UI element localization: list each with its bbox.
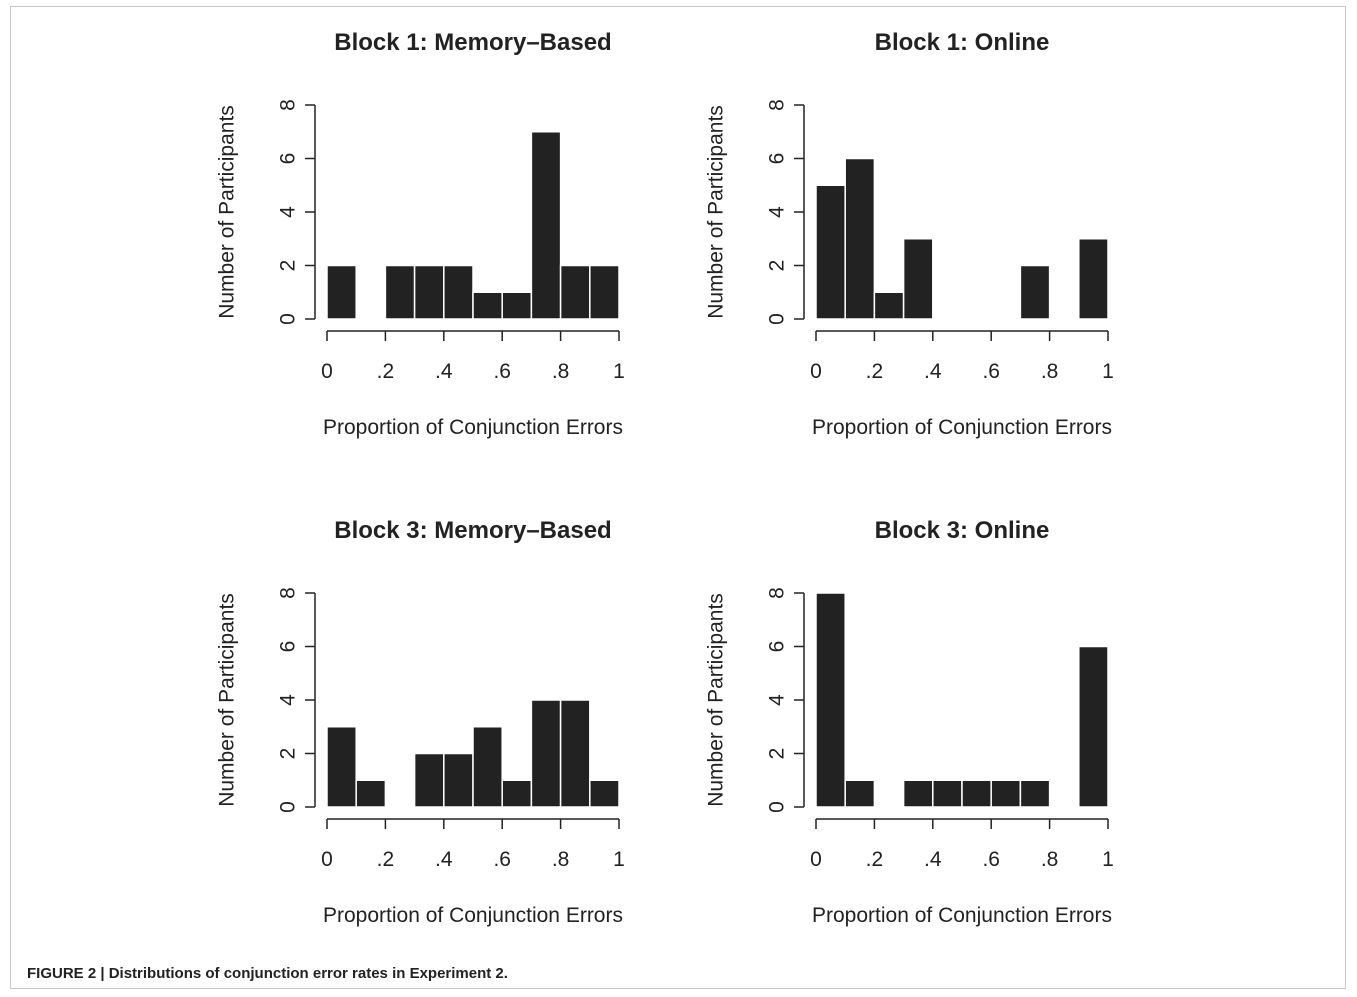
x-tick-label: .4 — [435, 848, 453, 871]
histogram-bar — [1078, 238, 1109, 320]
x-tick-label: 0 — [321, 848, 333, 871]
x-tick-label: .8 — [552, 848, 570, 871]
histogram-bar — [844, 779, 876, 808]
chart-svg: Block 1: Online 0 2 4 6 8 Number of Participan… — [705, 29, 1114, 439]
histogram-bar — [1078, 645, 1109, 808]
x-axis-label: Proportion of Conjunction Errors — [812, 904, 1112, 927]
y-tick-label: 4 — [277, 206, 300, 218]
histogram-bar — [355, 779, 387, 808]
x-tick-label: 0 — [321, 360, 333, 383]
histogram-bar — [873, 291, 905, 320]
y-tick-label: 4 — [766, 206, 789, 218]
y-tick-label: 2 — [277, 748, 300, 760]
y-tick-label: 2 — [277, 260, 300, 272]
histogram-bar — [530, 131, 562, 320]
histogram-bar — [413, 264, 445, 320]
chart-title: Block 1: Memory–Based — [334, 29, 611, 56]
x-axis-label: Proportion of Conjunction Errors — [323, 904, 623, 927]
histogram-bar — [559, 699, 591, 808]
histogram-bar — [844, 157, 876, 320]
chart-svg: Block 1: Memory–Based 0 2 4 6 8 Number of Part… — [216, 29, 625, 439]
chart-panel-block1-memory: Block 1: Memory–Based 0 2 4 6 8 Number of Part… — [200, 20, 670, 460]
histogram-bar — [443, 264, 474, 320]
y-tick-label: 0 — [766, 313, 789, 325]
x-tick-label: .6 — [493, 848, 511, 871]
histogram-bar — [326, 726, 357, 808]
histogram-bar — [443, 752, 474, 808]
y-tick-label: 0 — [277, 313, 300, 325]
histogram-bar — [472, 726, 503, 808]
x-tick-label: 1 — [1102, 360, 1114, 383]
y-tick-label: 0 — [277, 801, 300, 813]
y-axis-label: Number of Participants — [705, 593, 728, 807]
x-tick-label: 0 — [810, 848, 822, 871]
x-tick-label: 1 — [1102, 848, 1114, 871]
x-tick-label: .2 — [866, 848, 884, 871]
y-tick-label: 0 — [766, 801, 789, 813]
histogram-bar — [589, 264, 620, 320]
x-axis-label: Proportion of Conjunction Errors — [323, 416, 623, 439]
x-axis-label: Proportion of Conjunction Errors — [812, 416, 1112, 439]
x-tick-label: .6 — [493, 360, 511, 383]
chart-panel-block3-online: Block 3: Online 0 2 4 6 8 Number of Participan… — [689, 508, 1159, 948]
x-tick-label: .6 — [982, 848, 1000, 871]
x-tick-label: .2 — [377, 360, 395, 383]
y-tick-label: 4 — [766, 694, 789, 706]
y-tick-label: 2 — [766, 260, 789, 272]
histogram-bar — [990, 779, 1022, 808]
histogram-bar — [815, 592, 846, 808]
x-tick-label: .4 — [435, 360, 453, 383]
histogram-bar — [902, 238, 934, 320]
histogram-bar — [384, 264, 416, 320]
y-tick-label: 8 — [277, 99, 300, 111]
chart-title: Block 3: Online — [875, 517, 1050, 544]
histogram-bar — [413, 752, 445, 808]
x-tick-label: .8 — [552, 360, 570, 383]
figure-caption: FIGURE 2 | Distributions of conjunction … — [27, 965, 508, 982]
y-axis-label: Number of Participants — [216, 593, 239, 807]
y-tick-label: 6 — [766, 641, 789, 653]
x-tick-label: .6 — [982, 360, 1000, 383]
histogram-bar — [932, 779, 963, 808]
x-tick-label: .8 — [1041, 848, 1059, 871]
histogram-bar — [530, 699, 562, 808]
y-axis-label: Number of Participants — [216, 105, 239, 319]
histogram-bar — [589, 779, 620, 808]
histogram-bar — [902, 779, 934, 808]
histogram-bar — [501, 779, 533, 808]
x-tick-label: .8 — [1041, 360, 1059, 383]
histogram-bar — [472, 291, 503, 320]
figure-frame — [10, 6, 1346, 989]
histogram-bar — [326, 264, 357, 320]
y-tick-label: 8 — [277, 587, 300, 599]
chart-title: Block 3: Memory–Based — [334, 517, 611, 544]
histogram-bar — [501, 291, 533, 320]
y-tick-label: 6 — [766, 153, 789, 165]
x-tick-label: 1 — [613, 848, 625, 871]
chart-panel-block3-memory: Block 3: Memory–Based 0 2 4 6 8 Number of Part… — [200, 508, 670, 948]
x-tick-label: .4 — [924, 360, 942, 383]
chart-svg: Block 3: Memory–Based 0 2 4 6 8 Number of Part… — [216, 517, 625, 927]
histogram-bar — [559, 264, 591, 320]
y-tick-label: 8 — [766, 99, 789, 111]
y-tick-label: 2 — [766, 748, 789, 760]
chart-title: Block 1: Online — [875, 29, 1050, 56]
x-tick-label: .4 — [924, 848, 942, 871]
y-axis-label: Number of Participants — [705, 105, 728, 319]
histogram-bar — [961, 779, 992, 808]
y-tick-label: 4 — [277, 694, 300, 706]
chart-panel-block1-online: Block 1: Online 0 2 4 6 8 Number of Participan… — [689, 20, 1159, 460]
histogram-bar — [1019, 779, 1051, 808]
y-tick-label: 6 — [277, 641, 300, 653]
x-tick-label: .2 — [866, 360, 884, 383]
y-tick-label: 6 — [277, 153, 300, 165]
y-tick-label: 8 — [766, 587, 789, 599]
x-tick-label: 0 — [810, 360, 822, 383]
x-tick-label: 1 — [613, 360, 625, 383]
chart-svg: Block 3: Online 0 2 4 6 8 Number of Participan… — [705, 517, 1114, 927]
histogram-bar — [1019, 264, 1051, 320]
x-tick-label: .2 — [377, 848, 395, 871]
histogram-bar — [815, 184, 846, 320]
